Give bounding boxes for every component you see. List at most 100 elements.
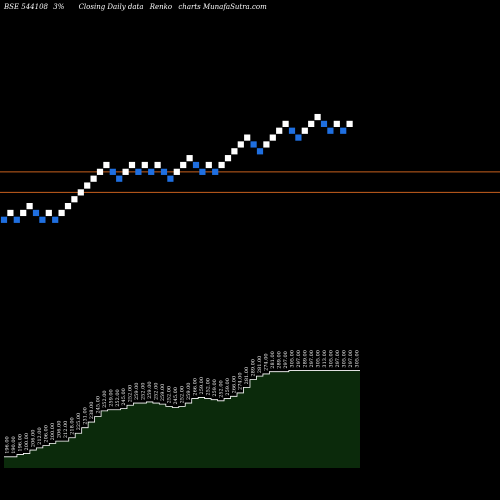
up-brick — [205, 161, 212, 169]
up-brick — [269, 134, 276, 141]
up-brick — [263, 141, 270, 148]
down-brick — [52, 216, 59, 223]
up-brick — [77, 189, 84, 196]
up-brick — [231, 148, 238, 155]
header-percent: 3% — [53, 3, 64, 11]
tick-label: 206.00 — [44, 425, 50, 443]
up-brick — [141, 161, 148, 169]
up-brick — [103, 161, 110, 169]
tick-label: 305.00 — [315, 350, 321, 368]
down-brick — [135, 168, 142, 175]
down-brick — [109, 168, 116, 175]
down-brick — [199, 168, 206, 175]
up-brick — [180, 161, 187, 169]
tick-label: 252.00 — [180, 386, 186, 404]
tick-label: 245.00 — [173, 387, 179, 405]
down-brick — [327, 127, 334, 134]
renko-bricks — [0, 113, 353, 223]
tick-label: 206.00 — [31, 430, 37, 448]
tick-label: 289.00 — [277, 351, 283, 369]
header-symbol: BSE 544108 — [3, 3, 49, 11]
up-brick — [90, 175, 97, 182]
tick-label: 196.00 — [5, 436, 11, 454]
tick-label: 259.00 — [225, 378, 231, 396]
up-brick — [244, 134, 251, 141]
volume-area-outline — [4, 370, 360, 458]
down-brick — [32, 209, 40, 217]
tick-label: 281.00 — [257, 356, 263, 374]
tick-label: 218.00 — [69, 417, 75, 435]
tick-label: 289.00 — [251, 359, 257, 377]
down-brick — [39, 216, 46, 223]
up-brick — [237, 141, 244, 148]
tick-label: 225.00 — [76, 413, 82, 431]
tick-label: 297.00 — [283, 351, 289, 369]
tick-label: 289.00 — [302, 350, 308, 368]
up-brick — [218, 161, 225, 169]
tick-label: 245.00 — [95, 396, 101, 414]
down-brick — [13, 216, 20, 223]
down-brick — [0, 216, 8, 223]
tick-label: 281.00 — [244, 367, 250, 385]
tick-label: 190.00 — [11, 436, 17, 454]
down-brick — [295, 134, 302, 141]
tick-label: 305.00 — [354, 350, 360, 368]
down-brick — [256, 148, 264, 155]
up-brick — [154, 161, 161, 169]
up-brick — [314, 113, 321, 121]
up-brick — [276, 127, 283, 134]
tick-label: 313.00 — [322, 350, 328, 368]
tick-label: 245.00 — [121, 388, 127, 406]
tick-label: 212.00 — [37, 427, 43, 445]
tick-label: 305.00 — [341, 350, 347, 368]
tick-label: 305.00 — [328, 350, 334, 368]
chart-header: BSE 544108 3% Closing Daily data Renko c… — [3, 3, 267, 11]
header-source: charts MunafaSutra.com — [178, 3, 267, 11]
down-brick — [212, 168, 219, 175]
tick-label: 297.00 — [309, 350, 315, 368]
tick-label: 259.00 — [212, 379, 218, 397]
up-brick — [26, 203, 33, 210]
up-brick — [96, 168, 104, 175]
tick-label: 252.00 — [128, 385, 134, 403]
tick-label: 238.00 — [89, 402, 95, 420]
up-brick — [71, 196, 78, 203]
tick-label: 266.00 — [231, 376, 237, 394]
tick-label: 274.00 — [238, 372, 244, 390]
up-brick — [282, 120, 289, 127]
down-brick — [192, 161, 200, 169]
down-brick — [288, 127, 296, 134]
up-brick — [20, 209, 27, 217]
up-brick — [45, 209, 52, 217]
tick-label: 206.00 — [57, 421, 63, 439]
tick-label: 252.00 — [218, 380, 224, 398]
up-brick — [301, 127, 308, 134]
tick-label: 196.00 — [18, 434, 24, 452]
tick-label: 259.00 — [199, 377, 205, 395]
down-brick — [116, 175, 123, 182]
tick-label: 297.00 — [335, 350, 341, 368]
down-brick — [340, 127, 347, 134]
tick-label: 231.00 — [82, 407, 88, 425]
up-brick — [308, 120, 315, 127]
tick-label: 252.00 — [205, 378, 211, 396]
tick-labels: 196.00 190.00 196.00 200.00 206.00 212.00 206.… — [5, 350, 361, 454]
tick-label: 252.00 — [102, 390, 108, 408]
tick-label: 305.00 — [290, 350, 296, 368]
tick-label: 266.00 — [192, 378, 198, 396]
header-caption: Closing Daily data — [79, 3, 144, 11]
tick-label: 259.00 — [186, 383, 192, 401]
header-chart-kind: Renko — [149, 3, 172, 11]
tick-label: 252.00 — [115, 389, 121, 407]
tick-label: 212.00 — [63, 421, 69, 439]
tick-label: 200.00 — [50, 423, 56, 441]
up-brick — [333, 120, 340, 127]
tick-label: 259.00 — [147, 381, 153, 399]
down-brick — [167, 175, 174, 182]
up-brick — [84, 182, 91, 189]
up-brick — [7, 209, 14, 217]
tick-label: 252.00 — [141, 383, 147, 401]
tick-label: 274.00 — [264, 353, 270, 371]
down-brick — [160, 168, 168, 175]
